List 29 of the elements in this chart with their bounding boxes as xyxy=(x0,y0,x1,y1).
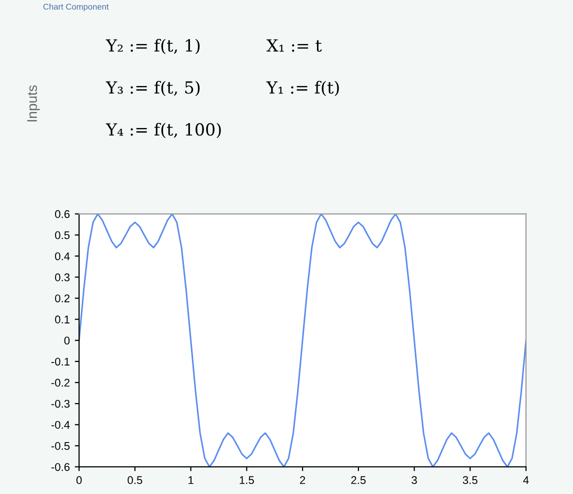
x-tick-label: 0.5 xyxy=(128,476,142,484)
y-tick-label: 0.4 xyxy=(55,252,70,260)
x-tick-label: 3 xyxy=(412,476,417,484)
text: Chart Component xyxy=(43,4,109,12)
y-tick-label: 0.1 xyxy=(55,316,70,324)
text: Y₂ := f(t, 1) xyxy=(106,38,200,54)
text: Y₁ := f(t) xyxy=(266,80,339,96)
y-tick-label: 0.6 xyxy=(55,210,70,218)
y-tick-label: -0.6 xyxy=(51,463,70,471)
y-tick-label: 0 xyxy=(64,336,70,344)
y-tick-label: -0.4 xyxy=(51,420,70,429)
text: X₁ := t xyxy=(266,39,322,52)
x-tick-label: 2.5 xyxy=(351,476,366,484)
x-tick-label: 0 xyxy=(76,476,82,484)
y-tick-label: 0.2 xyxy=(55,294,70,302)
text: Y₃ := f(t, 5) xyxy=(106,80,200,96)
y-tick-label: -0.2 xyxy=(51,378,70,387)
y-tick-label: 0.3 xyxy=(55,273,70,282)
y-tick-label: -0.5 xyxy=(51,442,70,450)
x-tick-label: 4 xyxy=(523,476,529,484)
text: Inputs xyxy=(27,85,40,122)
y-tick-label: -0.1 xyxy=(51,358,70,366)
x-tick-label: 2 xyxy=(300,476,306,484)
x-tick-label: 1.5 xyxy=(240,476,254,484)
text: Y₄ := f(t, 100) xyxy=(106,122,221,138)
y-tick-label: -0.3 xyxy=(51,400,70,408)
x-tick-label: 3.5 xyxy=(462,476,478,484)
y-tick-label: 0.5 xyxy=(55,231,70,240)
x-tick-label: 1 xyxy=(188,476,194,484)
